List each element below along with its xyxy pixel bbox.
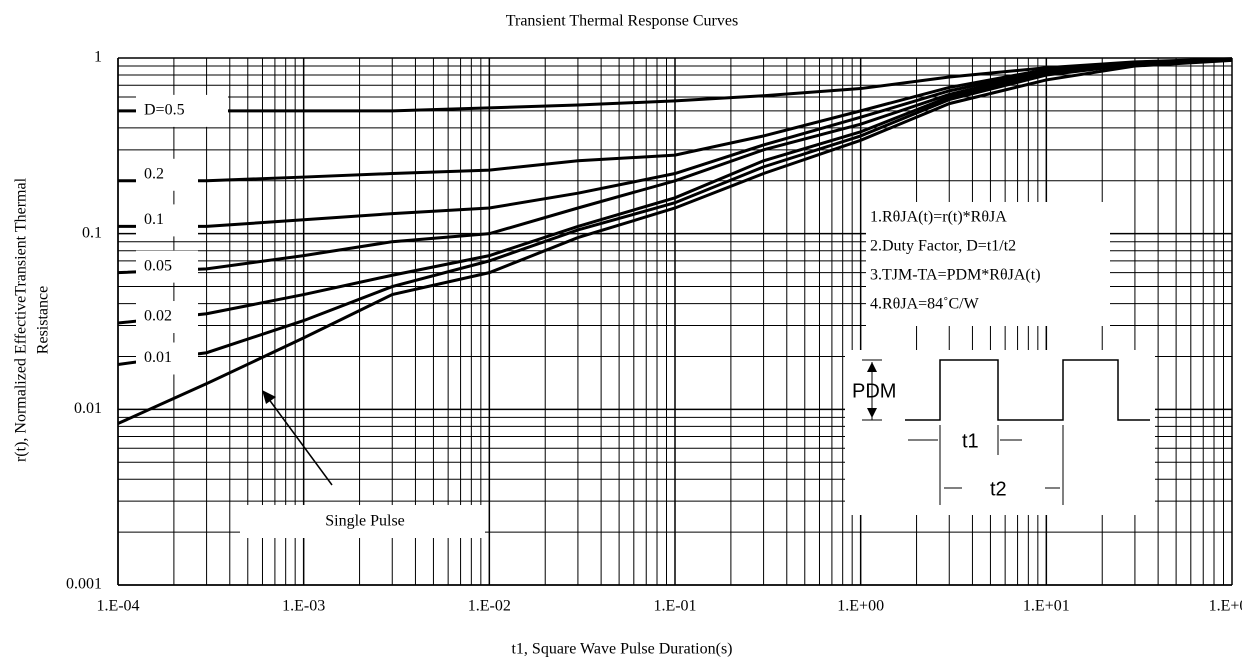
- arrow-head: [867, 408, 877, 418]
- x-tick-label: 1.E-02: [468, 598, 511, 615]
- inset-box: [845, 350, 1155, 515]
- label-box: [136, 94, 228, 127]
- series-line: [117, 58, 1233, 366]
- label-box: [136, 158, 198, 191]
- series-label: 0.1: [144, 211, 164, 228]
- label-box: [240, 505, 485, 538]
- y-tick-label: 0.1: [82, 224, 102, 241]
- y-tick-label: 0.001: [66, 576, 102, 593]
- y-tick-label: 0.01: [74, 400, 102, 417]
- note: 2.Duty Factor, D=t1/t2: [870, 238, 1016, 255]
- series-line: [117, 58, 1233, 275]
- note: 3.TJM-TA=PDM*RθJA(t): [870, 267, 1041, 284]
- notes-box: [866, 202, 1110, 326]
- series-label: 0.01: [144, 349, 172, 366]
- note: 1.RθJA(t)=r(t)*RθJA: [870, 209, 1007, 226]
- x-tick-label: 1.E+00: [837, 598, 884, 615]
- label-box: [136, 204, 198, 237]
- waveform: [905, 359, 1150, 421]
- inset-label: t1: [962, 430, 979, 452]
- arrow-head: [867, 362, 877, 372]
- series-label: Single Pulse: [325, 513, 405, 530]
- x-tick-label: 1.E-03: [282, 598, 325, 615]
- arrow-head: [262, 390, 276, 404]
- series-label: 0.05: [144, 257, 172, 274]
- x-tick-label: 1.E+02: [1209, 598, 1242, 615]
- chart-title: Transient Thermal Response Curves: [506, 13, 738, 30]
- series-line: [117, 58, 1233, 325]
- label-box: [136, 301, 198, 334]
- series-label: 0.02: [144, 308, 172, 325]
- label-box: [136, 250, 198, 283]
- x-tick-label: 1.E+01: [1023, 598, 1070, 615]
- label-box: [136, 342, 198, 375]
- x-tick-label: 1.E-01: [653, 598, 696, 615]
- y-axis-label: Resistance: [35, 286, 52, 354]
- x-tick-label: 1.E-04: [96, 598, 139, 615]
- x-axis-label: t1, Square Wave Pulse Duration(s): [511, 641, 732, 658]
- series-label: 0.2: [144, 165, 164, 182]
- series-line: [118, 57, 1233, 113]
- note: 4.RθJA=84˚C/W: [870, 296, 980, 313]
- arrow-line: [267, 397, 333, 486]
- inset-label: PDM: [852, 380, 896, 402]
- series-line: [117, 58, 1233, 425]
- y-tick-label: 1: [94, 49, 102, 66]
- inset-label: t2: [990, 478, 1007, 500]
- y-axis-label: r(t), Normalized EffectiveTransient Ther…: [13, 177, 30, 462]
- series-label: D=0.5: [144, 102, 185, 119]
